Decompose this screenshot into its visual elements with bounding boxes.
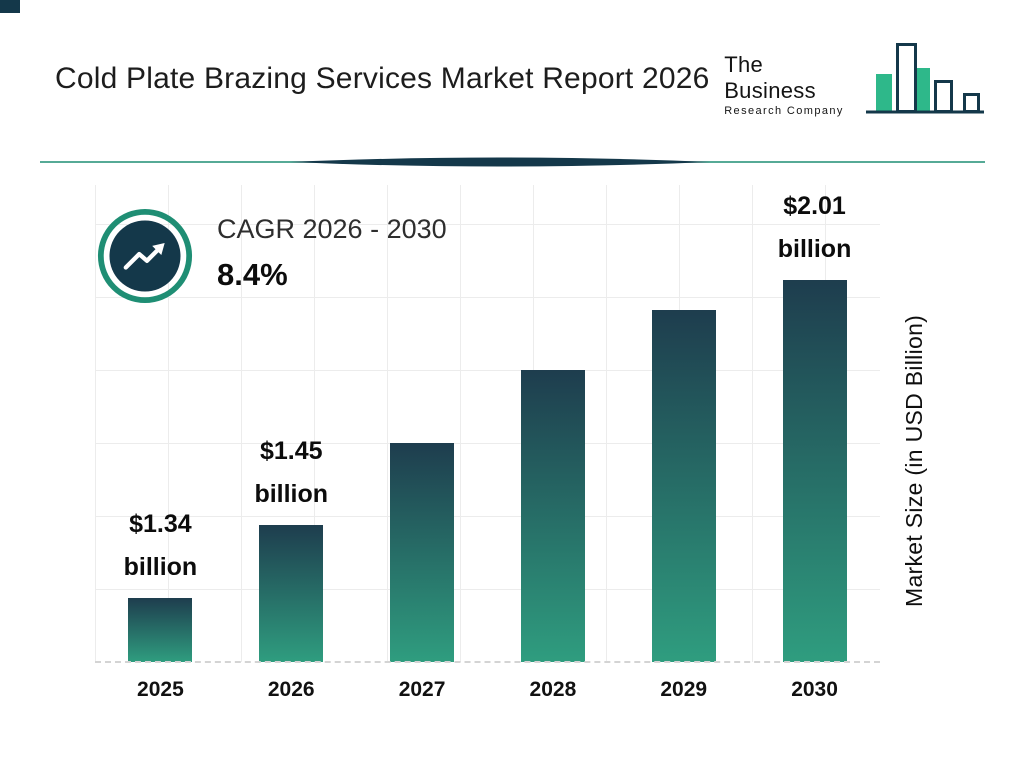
company-logo: The Business Research Company <box>724 40 986 123</box>
report-header: Cold Plate Brazing Services Market Repor… <box>55 40 986 123</box>
section-divider <box>40 155 985 169</box>
corner-accent <box>0 0 20 13</box>
logo-line2: Research Company <box>724 105 844 117</box>
cagr-text: CAGR 2026 - 2030 8.4% <box>217 208 447 293</box>
company-logo-text: The Business Research Company <box>724 52 860 123</box>
bar-column-2027 <box>357 185 488 662</box>
chart-gridlines <box>95 185 880 662</box>
cagr-value: 8.4% <box>217 257 288 292</box>
y-axis-label: Market Size (in USD Billion) <box>901 314 927 607</box>
bar-chart-logo-icon <box>866 40 986 123</box>
bar-value-label-2030: $2.01 billion <box>777 192 852 263</box>
x-axis-baseline <box>95 661 880 663</box>
x-axis-label-2025: 2025 <box>137 678 184 701</box>
bar-column-2028 <box>487 185 618 662</box>
bar-2025 <box>128 598 193 662</box>
bar-2026 <box>259 525 324 662</box>
trend-up-icon <box>97 208 193 309</box>
bar-2027 <box>390 443 455 662</box>
x-axis-label-2028: 2028 <box>529 678 577 701</box>
x-axis-label-2029: 2029 <box>660 678 708 701</box>
logo-line1: The Business <box>724 52 816 103</box>
bar-value-label-2026: $1.45 billion <box>254 437 329 508</box>
bar-column-2030: $2.01 billion <box>749 185 880 662</box>
page-title: Cold Plate Brazing Services Market Repor… <box>55 62 710 95</box>
x-axis-labels: 2025 2026 2027 2028 2029 2030 <box>95 678 880 702</box>
cagr-label: CAGR 2026 - 2030 <box>217 214 447 244</box>
cagr-badge-group: CAGR 2026 - 2030 8.4% <box>97 208 447 309</box>
bar-2028 <box>520 370 585 662</box>
bar-value-label-2025: $1.34 billion <box>123 510 198 581</box>
x-axis-label-2026: 2026 <box>267 678 315 701</box>
bar-2030 <box>782 280 847 662</box>
bar-chart: $1.34 billion $1.45 billion $2.01 billion <box>95 185 880 663</box>
bars-row: $1.34 billion $1.45 billion $2.01 billion <box>95 185 880 662</box>
bar-column-2026: $1.45 billion <box>226 185 357 662</box>
x-axis-label-2030: 2030 <box>791 678 838 701</box>
bar-2029 <box>651 310 716 662</box>
bar-column-2025: $1.34 billion <box>95 185 226 662</box>
bar-column-2029 <box>618 185 749 662</box>
x-axis-label-2027: 2027 <box>398 678 446 701</box>
